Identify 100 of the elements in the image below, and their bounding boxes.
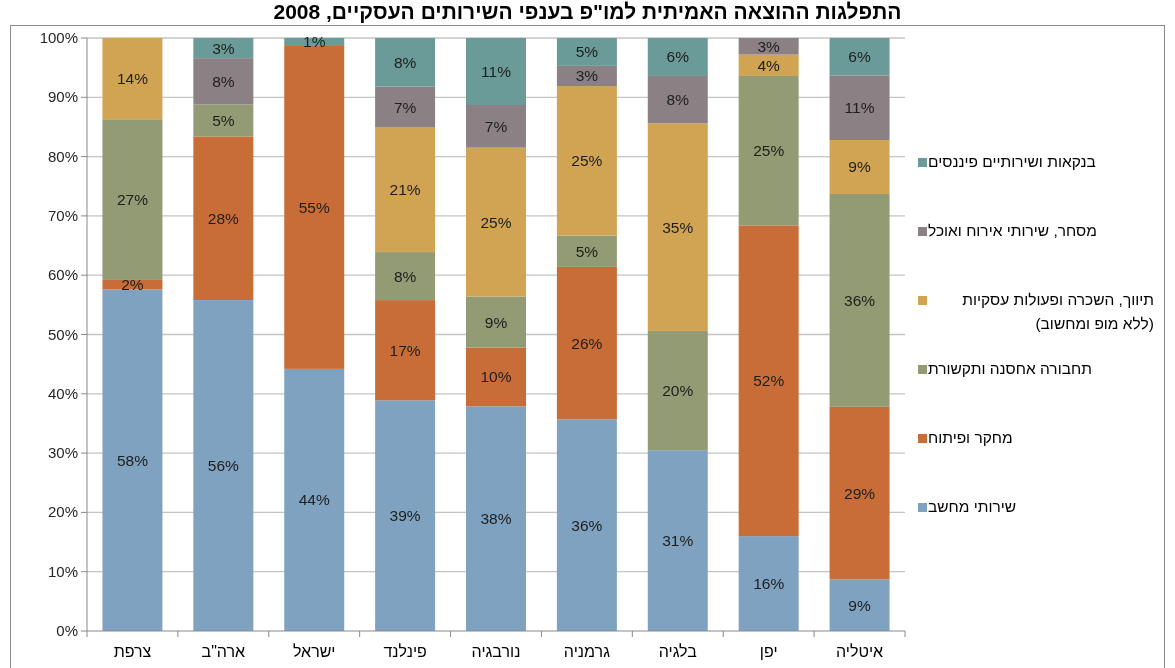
bar [556,235,617,267]
data-label: 9% [484,313,508,331]
data-label: 3% [575,67,599,85]
data-label: 6% [848,48,871,66]
y-tick-label: 60% [47,266,78,284]
data-label: 31% [662,532,694,550]
x-tick-label: ארה"ב [201,643,246,660]
bar [829,193,890,407]
y-tick-label: 30% [47,444,78,462]
data-label: 52% [753,372,785,390]
legend-label: בנקאות ושירותיים פיננסים [928,152,1096,172]
data-label: 16% [753,575,785,593]
data-label: 55% [298,198,330,216]
legend-label: מסחר, שירותי אירוח ואוכל [928,221,1097,241]
data-label: 10% [480,368,512,386]
data-label: 38% [480,510,512,528]
bar [466,296,526,348]
data-label: 3% [212,39,235,57]
data-label: 26% [571,334,603,352]
data-label: 3% [757,37,781,55]
data-label: 11% [481,63,512,80]
y-tick-label: 100% [39,29,78,46]
y-tick-label: 80% [47,147,78,165]
data-label: 8% [212,72,235,90]
bar [193,300,254,631]
bar [829,140,890,194]
x-tick-label: צרפת [113,643,152,660]
bar [102,119,163,280]
data-label: 14% [116,70,149,88]
data-label: 44% [298,491,330,509]
bar [375,127,436,253]
bar [375,300,436,401]
bar [466,38,526,106]
bar [556,86,617,236]
data-label: 9% [848,158,871,176]
bar [375,86,436,128]
bar [284,368,345,631]
data-label: 4% [757,56,781,74]
bar [466,347,526,407]
bar [466,147,526,297]
data-label: 20% [662,382,694,400]
bar [647,75,708,124]
bar [375,400,436,631]
bar [556,38,617,66]
data-label: 21% [389,181,421,199]
bar [284,45,345,369]
x-tick-label: ישראל [292,643,336,660]
y-tick-label: 90% [47,88,78,106]
bar [556,419,617,631]
data-label: 29% [844,484,876,502]
data-label: 58% [116,451,149,469]
legend-label: שירותי מחשב [928,497,1017,517]
bar [375,38,436,87]
data-label: 25% [571,152,603,170]
legend-label: תחבורה אחסנה ותקשורת [928,359,1092,379]
bar [193,58,254,105]
bar [193,136,254,301]
y-tick-label: 10% [47,562,78,580]
y-tick-label: 40% [47,384,78,402]
bar [647,450,708,631]
x-tick-label: בלגיה [658,643,698,660]
x-tick-label: איטליה [836,643,884,660]
data-label: 17% [389,341,421,359]
bar [738,225,799,537]
legend-label: תיווך, השכרה ופעולות עסקיות (ללא מופ ומחשוב) [961,290,1154,334]
data-label: 36% [571,516,603,534]
bar [102,38,163,120]
x-tick-label: פינלנד [383,643,427,660]
data-label: 25% [753,142,785,160]
data-label: 8% [393,267,417,285]
data-label: 28% [207,209,240,227]
bar [738,536,799,631]
bar [647,123,708,331]
bar [738,75,799,226]
bar [466,406,526,631]
data-label: 27% [116,191,149,209]
data-label: 8% [666,91,690,109]
bar [829,406,890,580]
legend-label: מחקר ופיתוח [928,428,1013,448]
data-label: 6% [666,48,690,66]
data-label: 35% [662,218,694,236]
x-tick-label: יפן [759,643,778,660]
y-tick-label: 0% [56,622,78,639]
y-tick-label: 50% [47,325,78,343]
data-label: 7% [393,98,417,116]
y-tick-label: 20% [47,503,78,521]
bar [375,252,436,301]
data-label: 25% [480,213,512,231]
data-label: 9% [848,596,871,614]
bar [647,330,708,451]
bar [193,104,254,137]
data-label: 36% [844,291,876,309]
bar [556,266,617,420]
bar [829,38,890,76]
bar [829,579,890,631]
bar [102,289,163,631]
data-label: 5% [212,111,235,129]
data-label: 56% [207,457,240,475]
x-tick-label: גרמניה [563,643,611,660]
data-label: 7% [484,117,508,135]
